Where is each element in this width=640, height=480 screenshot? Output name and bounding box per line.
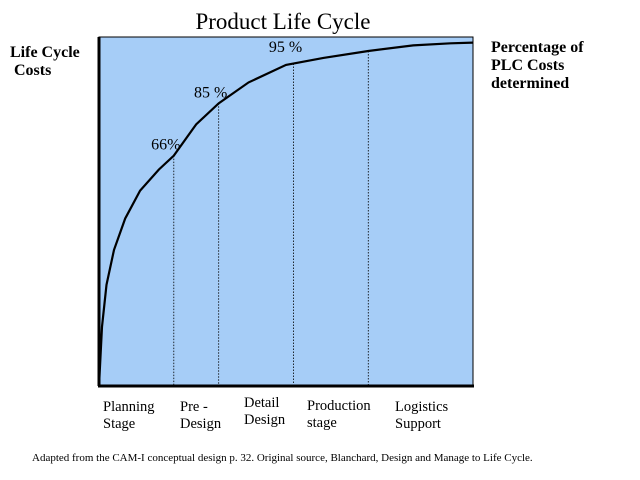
stage-label-production: Production stage — [307, 398, 374, 431]
stage-label-detail-design-line-2: Design — [244, 412, 286, 428]
percentage-label-2: 85 % — [194, 84, 227, 101]
stage-label-detail-design-line-1: Detail — [244, 395, 279, 411]
right-label-line-2: PLC Costs — [491, 57, 564, 74]
stage-label-planning: Planning Stage — [103, 399, 158, 432]
percentage-label-1: 66% — [151, 137, 180, 154]
right-label-line-1: Percentage of — [491, 39, 584, 56]
stage-label-planning-line-2: Stage — [103, 416, 135, 432]
y-axis-label: Life Cycle Costs — [10, 44, 84, 79]
stage-label-production-line-2: stage — [307, 415, 337, 431]
cost-curve — [97, 41, 474, 387]
stage-label-detail-design: Detail Design — [244, 395, 286, 428]
stage-label-logistics: Logistics Support — [395, 399, 452, 432]
stage-label-production-line-1: Production — [307, 398, 371, 414]
right-label: Percentage of PLC Costs determined — [491, 39, 588, 92]
chart-title: Product Life Cycle — [195, 9, 370, 34]
stage-dividers — [173, 50, 369, 386]
stage-label-logistics-line-1: Logistics — [395, 399, 449, 415]
footnote: Adapted from the CAM-I conceptual design… — [32, 452, 533, 464]
right-label-line-3: determined — [491, 75, 569, 92]
percentage-label-3: 95 % — [269, 39, 302, 56]
stage-label-pre-design-line-1: Pre - — [180, 399, 208, 415]
stage-label-logistics-line-2: Support — [395, 416, 441, 432]
percentage-labels: 66% 85 % 95 % — [151, 39, 302, 154]
plot-area — [98, 36, 474, 387]
y-axis-label-line-2: Costs — [14, 62, 51, 79]
y-axis-label-line-1: Life Cycle — [10, 44, 80, 61]
stage-label-pre-design: Pre - Design — [180, 399, 222, 432]
stage-label-planning-line-1: Planning — [103, 399, 155, 415]
stage-label-pre-design-line-2: Design — [180, 416, 222, 432]
stage-labels: Planning Stage Pre - Design Detail Desig… — [103, 395, 452, 432]
